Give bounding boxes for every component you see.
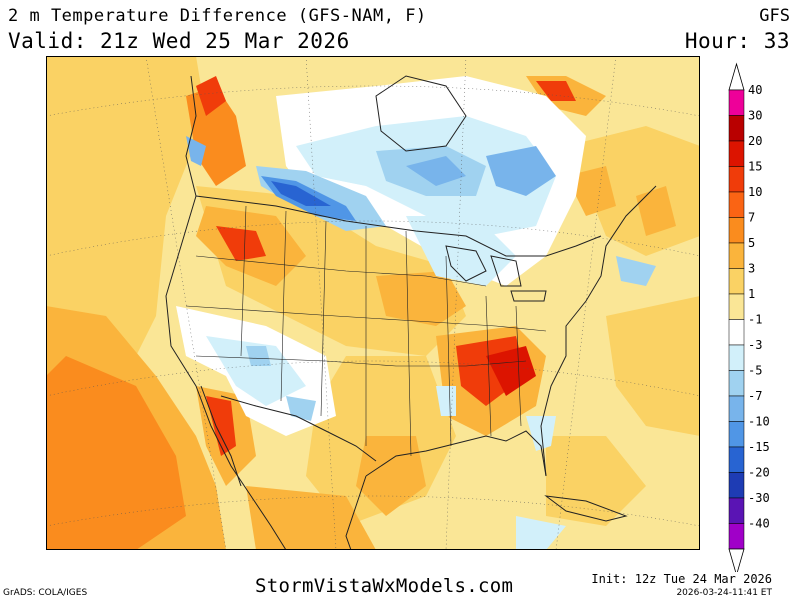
legend-label: 1	[748, 287, 755, 301]
legend-label: -5	[748, 364, 762, 378]
legend-swatch	[728, 140, 745, 167]
legend-label: -10	[748, 415, 770, 429]
pacific-coastline	[165, 75, 287, 550]
legend-swatch	[728, 395, 745, 422]
legend-label: 10	[748, 185, 762, 199]
legend-swatch	[728, 89, 745, 116]
legend-swatch	[728, 217, 745, 244]
legend-swatch	[728, 523, 745, 550]
legend-arrow-top	[728, 62, 745, 91]
init-time: Init: 12z Tue 24 Mar 2026	[591, 572, 772, 586]
grads-credit: GrADS: COLA/IGES	[3, 588, 88, 598]
legend-label: -7	[748, 389, 762, 403]
valid-time: Valid: 21z Wed 25 Mar 2026	[8, 29, 350, 53]
legend-label: -15	[748, 440, 770, 454]
map-title: 2 m Temperature Difference (GFS-NAM, F)	[8, 6, 427, 26]
legend-swatch	[728, 115, 745, 142]
color-legend: 40 30 20 15 10 7 5 3 1 -1 -3 -5 -7 -10 -15 -20 -30 -40	[728, 62, 770, 572]
model-name: GFS	[759, 6, 790, 26]
atlantic-coastline	[540, 185, 657, 477]
temperature-difference-map	[46, 56, 700, 550]
legend-label: 30	[748, 109, 762, 123]
legend-label: 3	[748, 262, 755, 276]
legend-swatch	[728, 497, 745, 524]
legend-swatch	[728, 293, 745, 320]
us-mexico-border	[220, 395, 377, 462]
cool-regions	[176, 76, 656, 550]
hudson-bay	[375, 75, 467, 152]
great-lakes	[445, 245, 547, 302]
legend-swatch	[728, 242, 745, 269]
legend-arrow-bottom	[728, 548, 745, 572]
legend-swatch	[728, 191, 745, 218]
lat-lon-grid	[46, 56, 700, 550]
legend-label: -40	[748, 517, 770, 531]
legend-swatch	[728, 166, 745, 193]
mexico-gulf-coast	[345, 475, 367, 550]
baja-peninsula	[200, 385, 242, 487]
cuba	[544, 495, 628, 522]
legend-swatch	[728, 370, 745, 397]
legend-label: 40	[748, 83, 762, 97]
legend-swatch	[728, 421, 745, 448]
legend-label: -30	[748, 491, 770, 505]
legend-swatch	[728, 446, 745, 473]
forecast-hour: Hour: 33	[684, 29, 790, 53]
legend-swatch	[728, 319, 745, 346]
legend-label: -3	[748, 338, 762, 352]
us-canada-border	[195, 195, 602, 257]
legend-label: 7	[748, 211, 755, 225]
website-name: StormVistaWxModels.com	[255, 575, 514, 597]
state-lines	[185, 205, 547, 457]
warm-regions	[46, 56, 700, 550]
legend-swatch	[728, 344, 745, 371]
legend-label: -20	[748, 466, 770, 480]
legend-label: 5	[748, 236, 755, 250]
legend-swatch	[728, 472, 745, 499]
legend-label: 20	[748, 134, 762, 148]
legend-swatch	[728, 268, 745, 295]
generated-timestamp: 2026-03-24-11:41 ET	[676, 588, 772, 598]
legend-label: -1	[748, 313, 762, 327]
legend-label: 15	[748, 160, 762, 174]
